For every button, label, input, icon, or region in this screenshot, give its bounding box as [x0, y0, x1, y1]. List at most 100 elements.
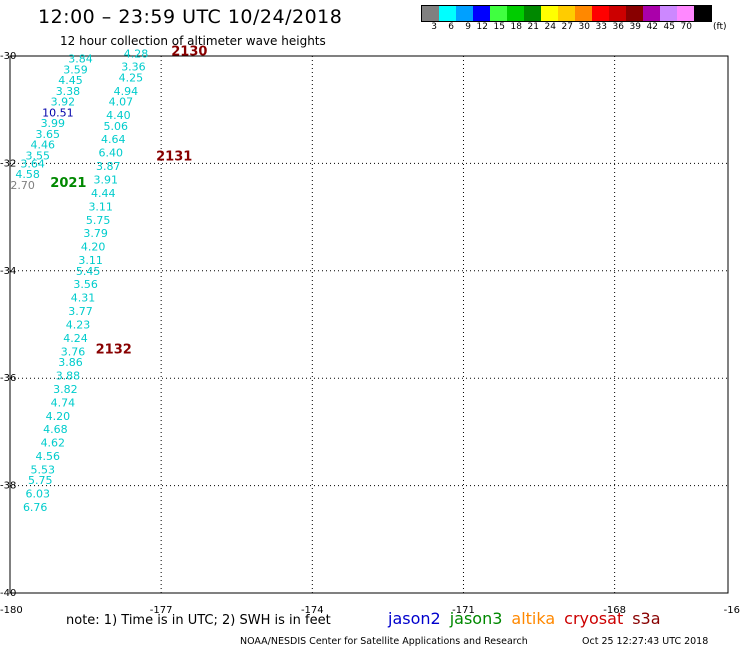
wave-height-value: 6.76: [23, 501, 48, 514]
latitude-tick-label: -34: [0, 266, 16, 277]
scale-swatch: [694, 6, 711, 21]
wave-height-value: 4.20: [46, 410, 71, 423]
wave-height-value: 4.46: [31, 139, 56, 152]
wave-height-value: 4.68: [43, 423, 68, 436]
wave-height-value: 3.11: [78, 254, 103, 267]
map-subtitle: 12 hour collection of altimeter wave hei…: [60, 34, 326, 48]
legend-satellite-jason3: jason3: [449, 609, 503, 628]
scale-swatch: [473, 6, 490, 21]
scale-label: 27: [561, 22, 573, 32]
scale-swatch: [592, 6, 609, 21]
wave-height-value: 4.31: [71, 292, 96, 305]
scale-swatch: [490, 6, 507, 21]
wave-height-value: 10.51: [42, 106, 74, 119]
wave-height-value: 4.23: [66, 319, 91, 332]
scale-unit: (ft): [713, 22, 727, 32]
legend-satellite-jason2: jason2: [388, 609, 441, 628]
scale-label: 3: [431, 22, 437, 32]
scale-swatch: [422, 6, 439, 21]
satellite-legend: jason2 jason3 altika cryosat s3a: [388, 609, 661, 628]
longitude-tick-label: -174: [301, 605, 324, 616]
wave-height-value: 3.11: [88, 200, 113, 213]
wave-height-value: 3.38: [56, 85, 81, 98]
wave-height-value: 3.82: [53, 383, 78, 396]
wave-height-value: 4.07: [109, 96, 134, 109]
pass-time-label: 2130: [171, 45, 207, 60]
wave-height-value: 2.70: [10, 179, 35, 192]
pass-time-label: 2021: [50, 176, 86, 191]
scale-label: 15: [493, 22, 505, 32]
generation-timestamp: Oct 25 12:27:43 UTC 2018: [582, 636, 709, 647]
wave-height-value: 4.44: [91, 187, 116, 200]
wave-height-value: 4.20: [81, 241, 106, 254]
legend-satellite-altika: altika: [511, 609, 556, 628]
scale-swatch: [626, 6, 643, 21]
wave-height-value: 4.24: [63, 332, 88, 345]
wave-height-value: 4.25: [119, 71, 144, 84]
scale-swatch: [660, 6, 677, 21]
wave-height-value: 3.99: [41, 117, 66, 130]
longitude-tick-label: -180: [0, 605, 23, 616]
scale-label: 30: [578, 22, 590, 32]
scale-swatch: [456, 6, 473, 21]
wave-height-value: 3.91: [93, 174, 118, 187]
latitude-tick-label: -40: [0, 588, 16, 599]
scale-label: 21: [527, 22, 539, 32]
wave-height-value: 4.45: [58, 74, 83, 87]
scale-swatch: [524, 6, 541, 21]
wave-height-value: 5.53: [31, 463, 56, 476]
wave-height-value: 3.86: [58, 356, 83, 369]
scale-swatch: [507, 6, 524, 21]
map-title: 12:00 – 23:59 UTC 10/24/2018: [38, 6, 343, 28]
wave-height-value: 4.56: [36, 450, 61, 463]
scale-swatch: [677, 6, 694, 21]
scale-label: 42: [646, 22, 658, 32]
scale-label: 33: [595, 22, 607, 32]
wave-height-value: 3.92: [51, 96, 76, 109]
wave-height-value: 4.28: [124, 47, 149, 60]
scale-label: 9: [465, 22, 471, 32]
wave-height-value: 3.59: [63, 63, 88, 76]
wave-height-value: 5.75: [28, 474, 53, 487]
wave-height-value: 6.03: [25, 488, 50, 501]
wave-height-value: 3.56: [73, 278, 98, 291]
scale-swatch: [609, 6, 626, 21]
credit-line: NOAA/NESDIS Center for Satellite Applica…: [240, 636, 528, 647]
latitude-tick-label: -36: [0, 373, 16, 384]
scale-label: 70: [680, 22, 692, 32]
longitude-tick-label: -16: [724, 605, 740, 616]
wave-height-value: 3.36: [121, 61, 146, 74]
scale-label: 6: [448, 22, 454, 32]
wave-height-value: 5.06: [104, 120, 129, 133]
scale-label: 39: [629, 22, 641, 32]
wave-height-value: 3.88: [56, 370, 81, 383]
wave-height-value: 3.64: [20, 157, 45, 170]
legend-satellite-s3a: s3a: [632, 609, 661, 628]
wave-height-value: 3.55: [25, 149, 50, 162]
wave-height-value: 4.64: [101, 133, 126, 146]
wave-height-value: 3.76: [61, 345, 86, 358]
scale-swatch: [643, 6, 660, 21]
latitude-tick-label: -30: [0, 51, 16, 62]
longitude-tick-label: -168: [603, 605, 626, 616]
scale-label: 45: [663, 22, 675, 32]
wave-height-value: 3.87: [96, 160, 121, 173]
wave-height-color-scale: [421, 5, 712, 22]
scale-swatch: [558, 6, 575, 21]
wave-height-value: 4.74: [51, 396, 76, 409]
latitude-tick-label: -32: [0, 158, 16, 169]
longitude-tick-label: -177: [150, 605, 173, 616]
wave-height-value: 4.94: [114, 85, 139, 98]
scale-label: 24: [544, 22, 556, 32]
scale-swatch: [541, 6, 558, 21]
wave-height-value: 3.79: [83, 227, 108, 240]
longitude-tick-label: -171: [452, 605, 475, 616]
latitude-tick-label: -38: [0, 481, 16, 492]
scale-swatch: [439, 6, 456, 21]
wave-height-value: 3.84: [68, 53, 93, 66]
scale-swatch: [575, 6, 592, 21]
scale-label: 36: [612, 22, 624, 32]
wave-height-value: 5.45: [76, 265, 101, 278]
map-frame: [9, 55, 729, 594]
